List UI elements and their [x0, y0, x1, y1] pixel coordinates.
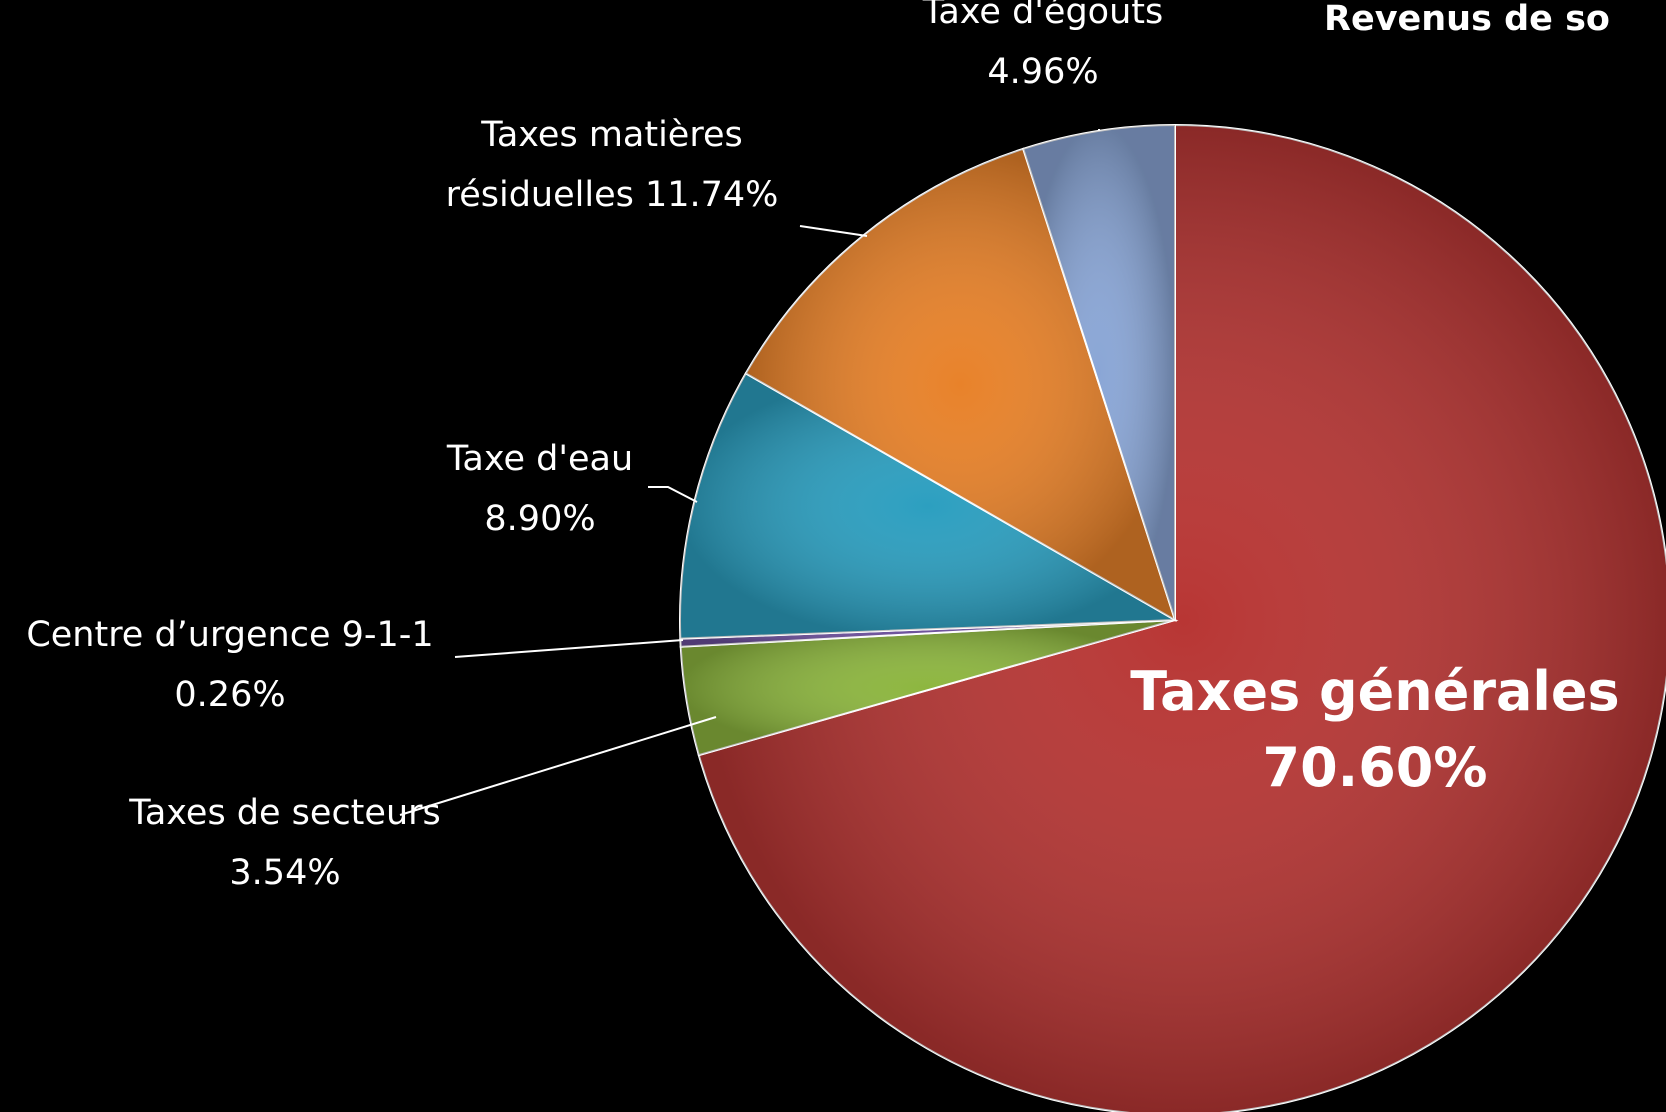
- slice-label-line: résiduelles 11.74%: [446, 175, 779, 215]
- pie-slice-shading: [680, 620, 1175, 756]
- slice-label-line: Taxes générales: [1130, 660, 1619, 723]
- pie-slice-shading: [679, 373, 1175, 639]
- leader-line: [799, 225, 868, 237]
- pie-slice-shading: [698, 125, 1666, 1112]
- pie-slice-shading: [1023, 125, 1175, 620]
- slice-label: Taxes matières résiduelles 11.74%: [446, 115, 779, 215]
- slice-label-line: 70.60%: [1263, 736, 1488, 799]
- slice-label-line: Centre d’urgence 9-1-1: [26, 615, 433, 655]
- pie-slice-shading: [745, 148, 1175, 620]
- slice-label: Taxe d'égouts 4.96%: [922, 0, 1163, 92]
- pie-slices: [678, 123, 1666, 1112]
- slice-label-line: Taxe d'égouts: [922, 0, 1163, 32]
- slice-label: Taxe d'eau 8.90%: [446, 439, 633, 539]
- slice-label-line: 3.54%: [229, 853, 340, 893]
- pie-slice-shading: [680, 620, 1175, 647]
- leader-line: [454, 639, 684, 658]
- leader-line: [648, 486, 698, 503]
- leader-lines: [399, 129, 1100, 816]
- slice-label-line: 8.90%: [484, 499, 595, 539]
- slice-label-line: 4.96%: [987, 52, 1098, 92]
- leader-line: [399, 716, 717, 816]
- slice-label: Centre d’urgence 9-1-1 0.26%: [26, 615, 433, 715]
- slice-labels: Taxes générales 70.60% Taxes de secteurs 3.…: [26, 0, 1619, 893]
- chart-title: Revenus de so: [1324, 0, 1610, 39]
- slice-label-line: Taxes de secteurs: [128, 793, 441, 833]
- slice-label-line: Taxes matières: [480, 115, 742, 155]
- slice-label-line: Taxe d'eau: [446, 439, 633, 479]
- slice-label-line: 0.26%: [174, 675, 285, 715]
- slice-label: Taxes générales 70.60%: [1130, 660, 1619, 799]
- slice-label: Taxes de secteurs 3.54%: [128, 793, 441, 893]
